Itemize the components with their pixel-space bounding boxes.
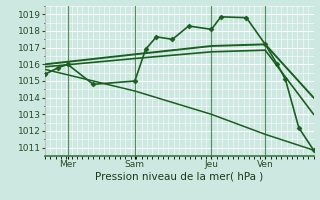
X-axis label: Pression niveau de la mer( hPa ): Pression niveau de la mer( hPa ) xyxy=(95,172,263,182)
